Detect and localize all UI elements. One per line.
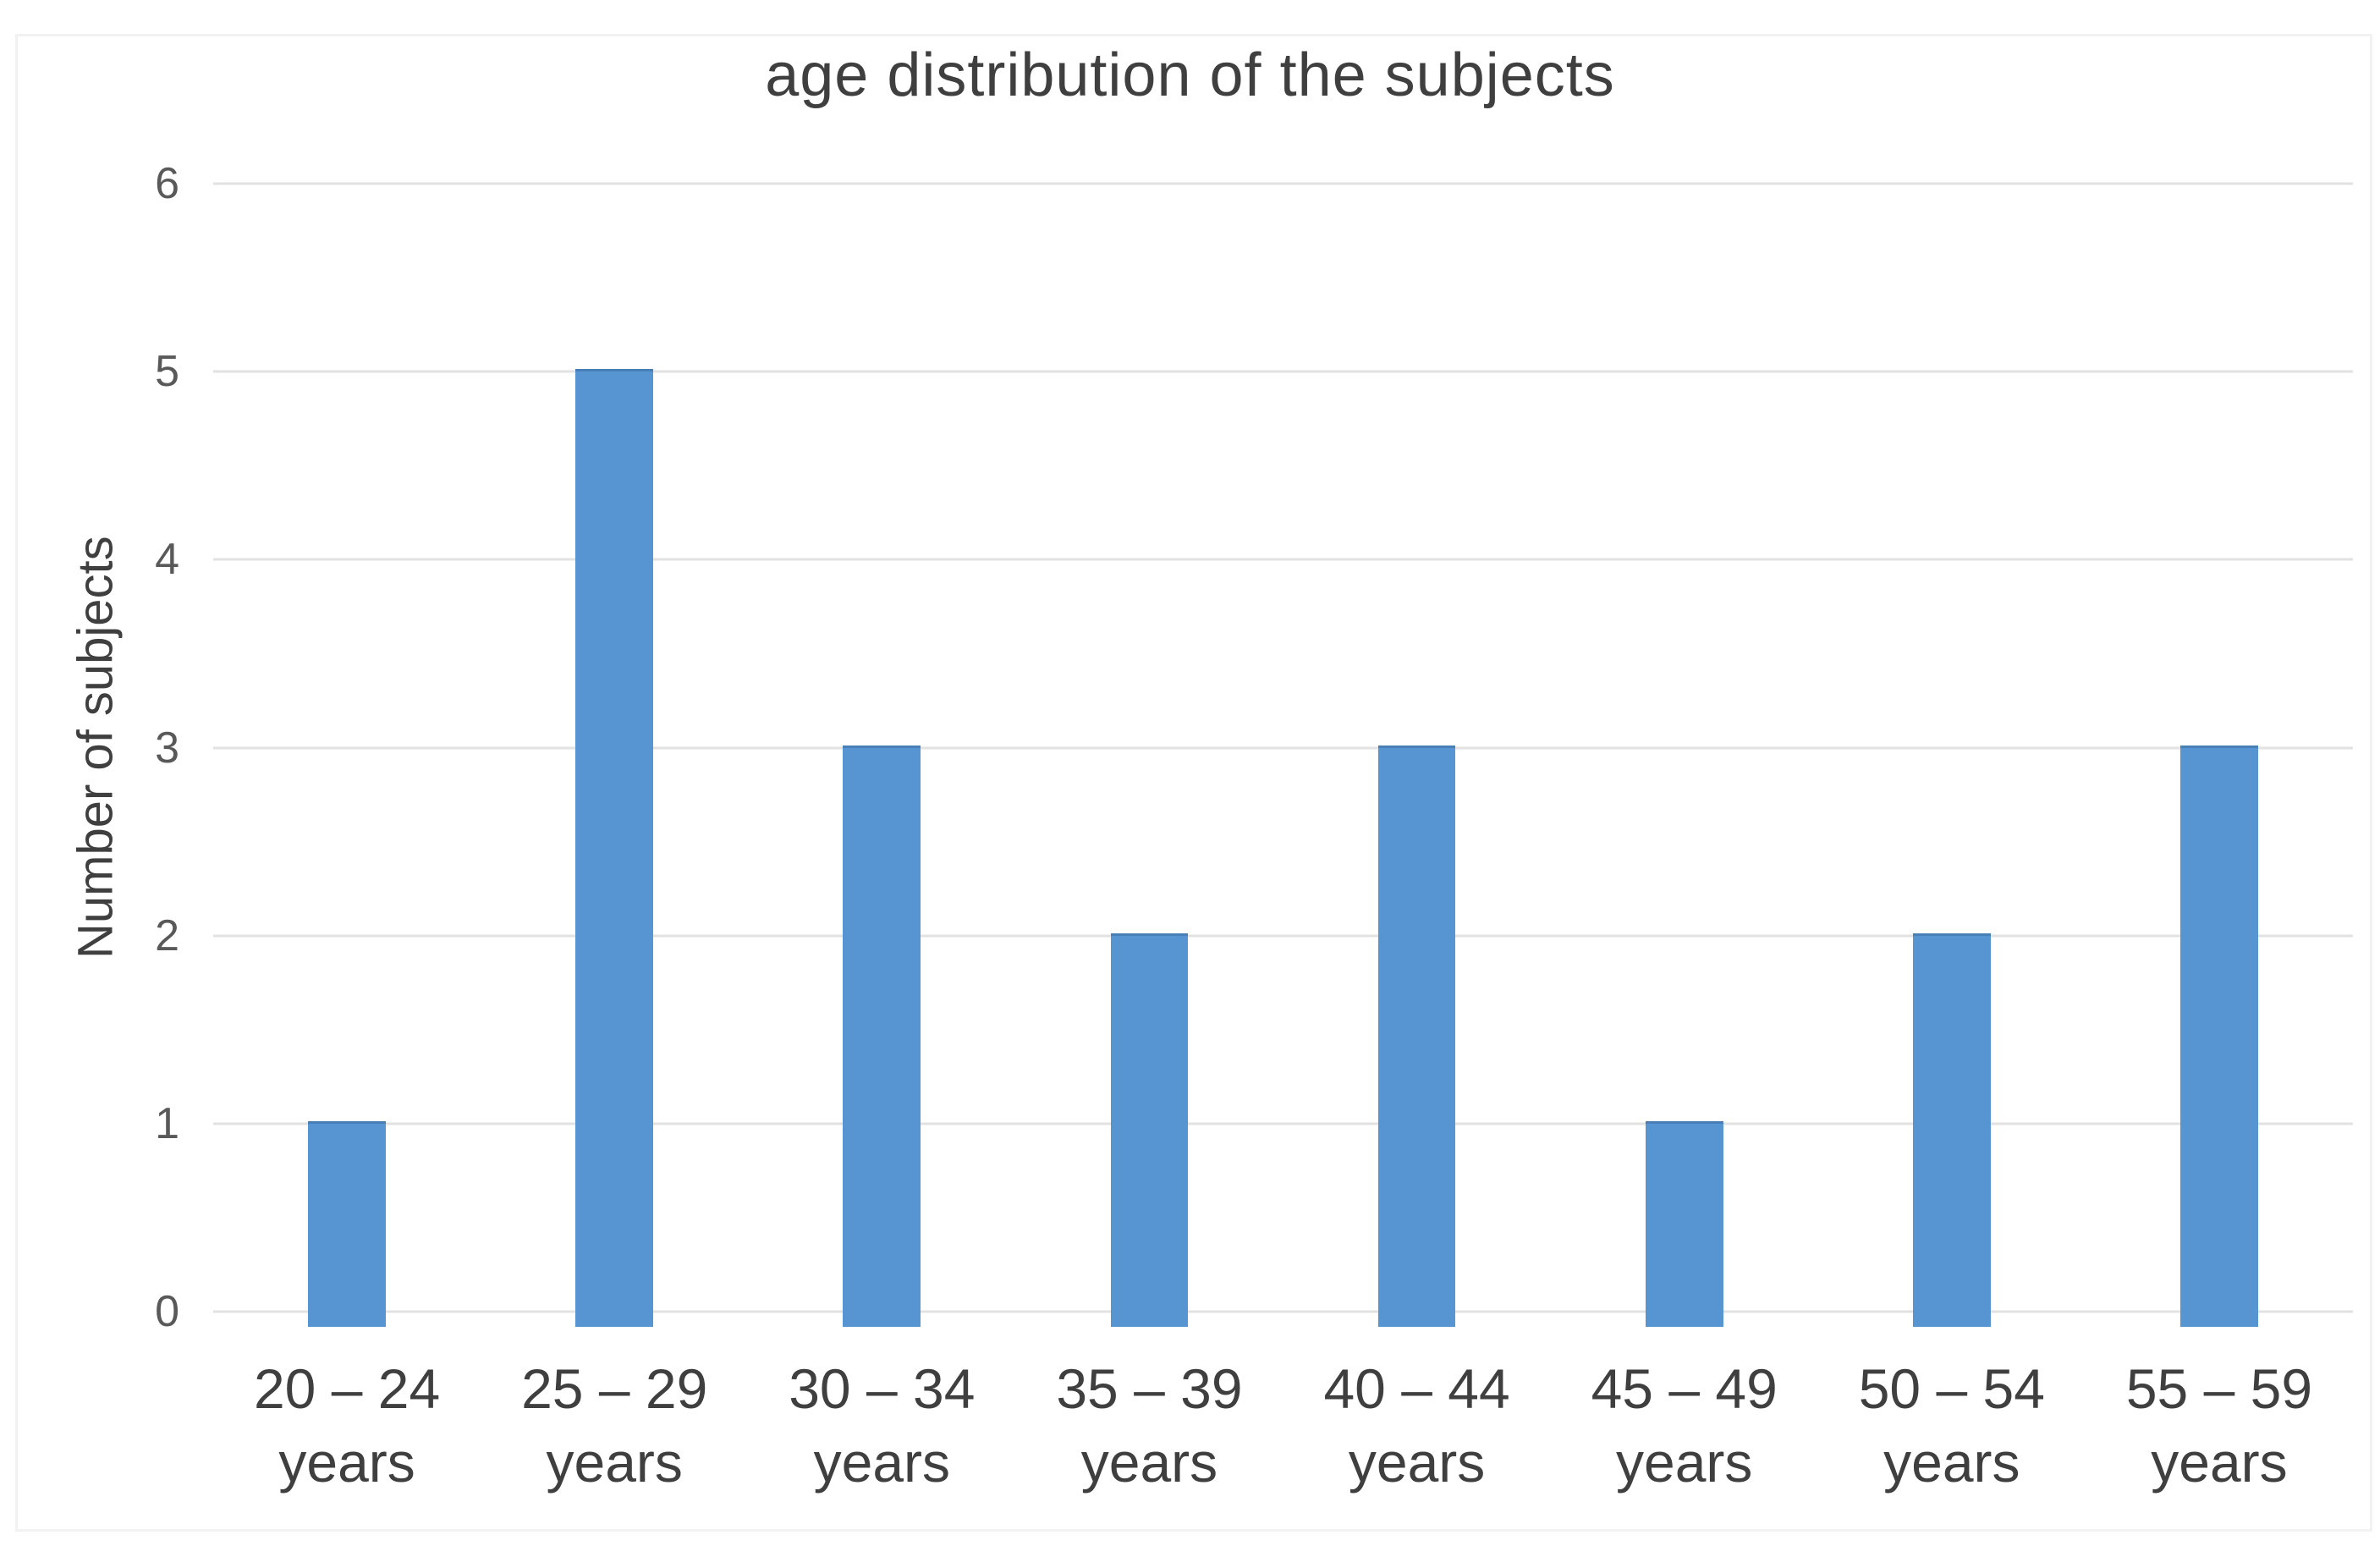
x-tick-range: 40 – 44 xyxy=(1323,1357,1510,1420)
x-tick-label: 45 – 49 years xyxy=(1551,1352,1818,1499)
gridline xyxy=(213,934,2353,938)
gridline xyxy=(213,746,2353,749)
x-tick-unit: years xyxy=(278,1431,415,1494)
x-tick-unit: years xyxy=(546,1431,683,1494)
gridline xyxy=(213,370,2353,373)
gridline xyxy=(213,1310,2353,1313)
y-axis-tick-labels: 0 1 2 3 4 5 6 xyxy=(0,159,179,1336)
gridline xyxy=(213,182,2353,185)
bar-50–54 xyxy=(1912,933,1991,1327)
y-tick-label: 5 xyxy=(155,347,179,397)
bar-55–59 xyxy=(2180,745,2258,1327)
x-tick-range: 30 – 34 xyxy=(789,1357,976,1420)
x-tick-label: 50 – 54 years xyxy=(1818,1352,2086,1499)
x-tick-unit: years xyxy=(2151,1431,2288,1494)
x-tick-label: 40 – 44 years xyxy=(1283,1352,1551,1499)
x-tick-unit: years xyxy=(1883,1431,2020,1494)
bar-40–44 xyxy=(1377,745,1456,1327)
x-tick-range: 45 – 49 xyxy=(1591,1357,1778,1420)
y-tick-label: 6 xyxy=(155,159,179,208)
x-tick-unit: years xyxy=(1080,1431,1218,1494)
x-tick-unit: years xyxy=(1348,1431,1486,1494)
x-tick-range: 50 – 54 xyxy=(1858,1357,2045,1420)
x-tick-unit: years xyxy=(813,1431,950,1494)
bar-20–24 xyxy=(308,1120,386,1327)
bar-30–34 xyxy=(843,745,921,1327)
y-tick-label: 3 xyxy=(155,723,179,773)
x-tick-unit: years xyxy=(1615,1431,1753,1494)
x-tick-label: 55 – 59 years xyxy=(2086,1352,2353,1499)
x-axis-tick-labels: 20 – 24 years 25 – 29 years 30 – 34 years 35 –… xyxy=(213,1352,2353,1521)
x-tick-range: 35 – 39 xyxy=(1056,1357,1243,1420)
x-tick-label: 30 – 34 years xyxy=(748,1352,1015,1499)
x-tick-label: 25 – 29 years xyxy=(481,1352,748,1499)
bar-45–49 xyxy=(1645,1120,1723,1327)
y-tick-label: 0 xyxy=(155,1287,179,1336)
x-tick-label: 35 – 39 years xyxy=(1015,1352,1283,1499)
y-tick-label: 4 xyxy=(155,535,179,585)
gridline xyxy=(213,558,2353,561)
chart-title: age distribution of the subjects xyxy=(765,41,1615,109)
y-tick-label: 2 xyxy=(155,911,179,960)
bar-35–39 xyxy=(1110,933,1189,1327)
bar-25–29 xyxy=(575,369,654,1327)
plot-area xyxy=(213,182,2353,1327)
gridline xyxy=(213,1122,2353,1125)
x-tick-range: 20 – 24 xyxy=(253,1357,441,1420)
x-tick-range: 55 – 59 xyxy=(2125,1357,2313,1420)
x-tick-range: 25 – 29 xyxy=(521,1357,708,1420)
y-tick-label: 1 xyxy=(155,1098,179,1148)
x-tick-label: 20 – 24 years xyxy=(213,1352,481,1499)
